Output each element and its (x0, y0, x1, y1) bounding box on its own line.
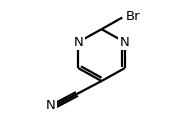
Text: Br: Br (126, 10, 141, 23)
Text: N: N (120, 36, 130, 49)
Text: N: N (73, 36, 83, 49)
Text: N: N (46, 99, 56, 112)
